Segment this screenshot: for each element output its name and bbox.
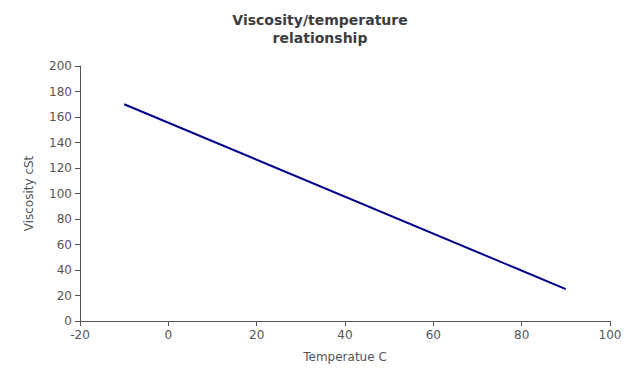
svg-text:60: 60: [57, 238, 72, 252]
svg-text:relationship: relationship: [273, 30, 368, 46]
svg-text:140: 140: [49, 136, 72, 150]
svg-text:Viscosity/temperature: Viscosity/temperature: [232, 12, 407, 28]
svg-text:Temperatue C: Temperatue C: [302, 350, 387, 364]
svg-text:80: 80: [57, 212, 72, 226]
svg-text:160: 160: [49, 110, 72, 124]
svg-text:Viscosity cSt: Viscosity cSt: [22, 155, 36, 231]
svg-text:80: 80: [514, 328, 529, 342]
svg-text:40: 40: [57, 263, 72, 277]
svg-text:100: 100: [599, 328, 622, 342]
svg-text:20: 20: [249, 328, 264, 342]
svg-text:60: 60: [426, 328, 441, 342]
svg-text:180: 180: [49, 85, 72, 99]
svg-text:0: 0: [165, 328, 173, 342]
svg-text:100: 100: [49, 187, 72, 201]
svg-text:200: 200: [49, 59, 72, 73]
svg-text:120: 120: [49, 161, 72, 175]
svg-text:0: 0: [64, 314, 72, 328]
svg-text:40: 40: [337, 328, 352, 342]
svg-text:-20: -20: [70, 328, 90, 342]
svg-text:20: 20: [57, 289, 72, 303]
